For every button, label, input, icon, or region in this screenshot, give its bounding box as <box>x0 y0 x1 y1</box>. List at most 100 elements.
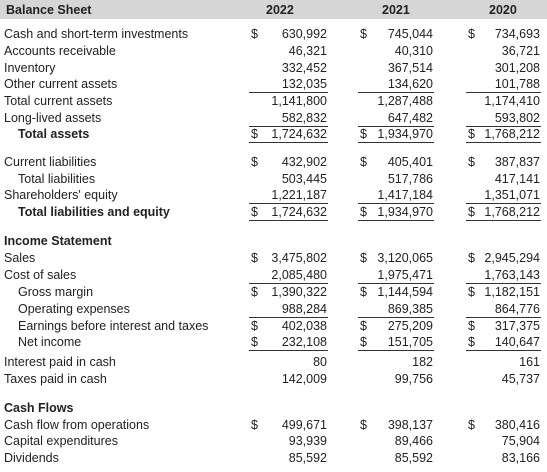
value-cell: $1,390,322 <box>249 284 328 300</box>
value-cell: $3,475,802 <box>249 250 328 266</box>
value-cell: 80 <box>249 354 328 370</box>
currency-sign: $ <box>251 155 258 169</box>
value-cell: 99,756 <box>358 371 434 387</box>
value-cell: 182 <box>358 354 434 370</box>
currency-sign: $ <box>468 251 475 265</box>
amount: 417,141 <box>494 172 540 186</box>
currency-sign: $ <box>468 285 475 299</box>
amount: 503,445 <box>281 172 327 186</box>
value-cell: 93,939 <box>249 433 328 449</box>
row-label: Cash and short-term investments <box>4 27 189 41</box>
row-label: Operating expenses <box>18 302 130 316</box>
value-cell: 134,620 <box>358 76 434 93</box>
currency-sign: $ <box>360 205 367 219</box>
value-cell: 45,737 <box>466 371 541 387</box>
amount: 647,482 <box>387 111 433 125</box>
amount: 2,945,294 <box>484 251 540 265</box>
amount: 182 <box>412 355 433 369</box>
row-label: Net income <box>18 335 82 349</box>
amount: 988,284 <box>281 302 327 316</box>
amount: 45,737 <box>501 372 540 386</box>
row-label: Cost of sales <box>4 268 77 282</box>
amount: 869,385 <box>387 302 433 316</box>
amount: 301,208 <box>494 61 540 75</box>
amount: 101,788 <box>494 77 540 91</box>
currency-sign: $ <box>251 251 258 265</box>
amount: 387,837 <box>494 155 540 169</box>
amount: 332,452 <box>281 61 327 75</box>
row-label: Current liabilities <box>4 155 97 169</box>
row-label: Long-lived assets <box>4 111 102 125</box>
amount: 1,287,488 <box>377 94 433 108</box>
value-cell: $1,934,970 <box>358 204 434 221</box>
amount: 1,174,410 <box>484 94 540 108</box>
value-cell: 36,721 <box>466 43 541 59</box>
currency-sign: $ <box>360 127 367 141</box>
value-cell: 647,482 <box>358 110 434 127</box>
amount: 1,724,632 <box>271 205 327 219</box>
amount: 1,390,322 <box>271 285 327 299</box>
value-cell: 1,141,800 <box>249 93 328 109</box>
value-cell: $3,120,065 <box>358 250 434 266</box>
value-cell: 1,221,187 <box>249 187 328 204</box>
section-title: Income Statement <box>4 234 112 248</box>
value-cell: 332,452 <box>249 60 328 76</box>
amount: 80 <box>313 355 327 369</box>
value-cell: 503,445 <box>249 171 328 187</box>
value-cell: 75,904 <box>466 433 541 449</box>
amount: 161 <box>519 355 540 369</box>
value-cell: 1,975,471 <box>358 267 434 284</box>
value-cell: 1,174,410 <box>466 93 541 109</box>
value-cell: $745,044 <box>358 26 434 42</box>
amount: 275,209 <box>387 319 433 333</box>
row-label: Earnings before interest and taxes <box>18 319 209 333</box>
currency-sign: $ <box>360 155 367 169</box>
amount: 134,620 <box>387 77 433 91</box>
amount: 405,401 <box>387 155 433 169</box>
row-label: Total current assets <box>4 94 113 108</box>
amount: 432,902 <box>281 155 327 169</box>
amount: 89,466 <box>394 434 433 448</box>
currency-sign: $ <box>468 205 475 219</box>
value-cell: $380,416 <box>466 417 541 433</box>
amount: 140,647 <box>494 335 540 349</box>
value-cell: $1,182,151 <box>466 284 541 300</box>
value-cell: 142,009 <box>249 371 328 387</box>
currency-sign: $ <box>468 127 475 141</box>
row-label: Taxes paid in cash <box>4 372 107 386</box>
value-cell: 417,141 <box>466 171 541 187</box>
amount: 75,904 <box>501 434 540 448</box>
amount: 3,475,802 <box>271 251 327 265</box>
value-cell: $405,401 <box>358 154 434 170</box>
amount: 745,044 <box>387 27 433 41</box>
currency-sign: $ <box>468 418 475 432</box>
value-cell: 1,417,184 <box>358 187 434 204</box>
currency-sign: $ <box>251 335 258 349</box>
amount: 142,009 <box>281 372 327 386</box>
amount: 734,693 <box>494 27 540 41</box>
amount: 1,768,212 <box>484 127 540 141</box>
amount: 46,321 <box>288 44 327 58</box>
header-title: Balance Sheet <box>6 3 92 17</box>
amount: 499,671 <box>281 418 327 432</box>
amount: 36,721 <box>501 44 540 58</box>
value-cell: 301,208 <box>466 60 541 76</box>
amount: 1,763,143 <box>484 268 540 282</box>
amount: 85,592 <box>394 451 433 465</box>
amount: 1,141,800 <box>271 94 327 108</box>
amount: 2,085,480 <box>271 268 327 282</box>
amount: 1,768,212 <box>484 205 540 219</box>
value-cell: $387,837 <box>466 154 541 170</box>
row-label: Sales <box>4 251 36 265</box>
currency-sign: $ <box>360 319 367 333</box>
value-cell: $432,902 <box>249 154 328 170</box>
year-label: 2020 <box>489 3 517 17</box>
currency-sign: $ <box>251 285 258 299</box>
value-cell: 132,035 <box>249 76 328 93</box>
row-label: Total liabilities and equity <box>18 205 170 219</box>
value-cell: $151,705 <box>358 334 434 351</box>
value-cell: 161 <box>466 354 541 370</box>
row-label: Accounts receivable <box>4 44 116 58</box>
amount: 1,724,632 <box>271 127 327 141</box>
amount: 1,417,184 <box>377 188 433 202</box>
